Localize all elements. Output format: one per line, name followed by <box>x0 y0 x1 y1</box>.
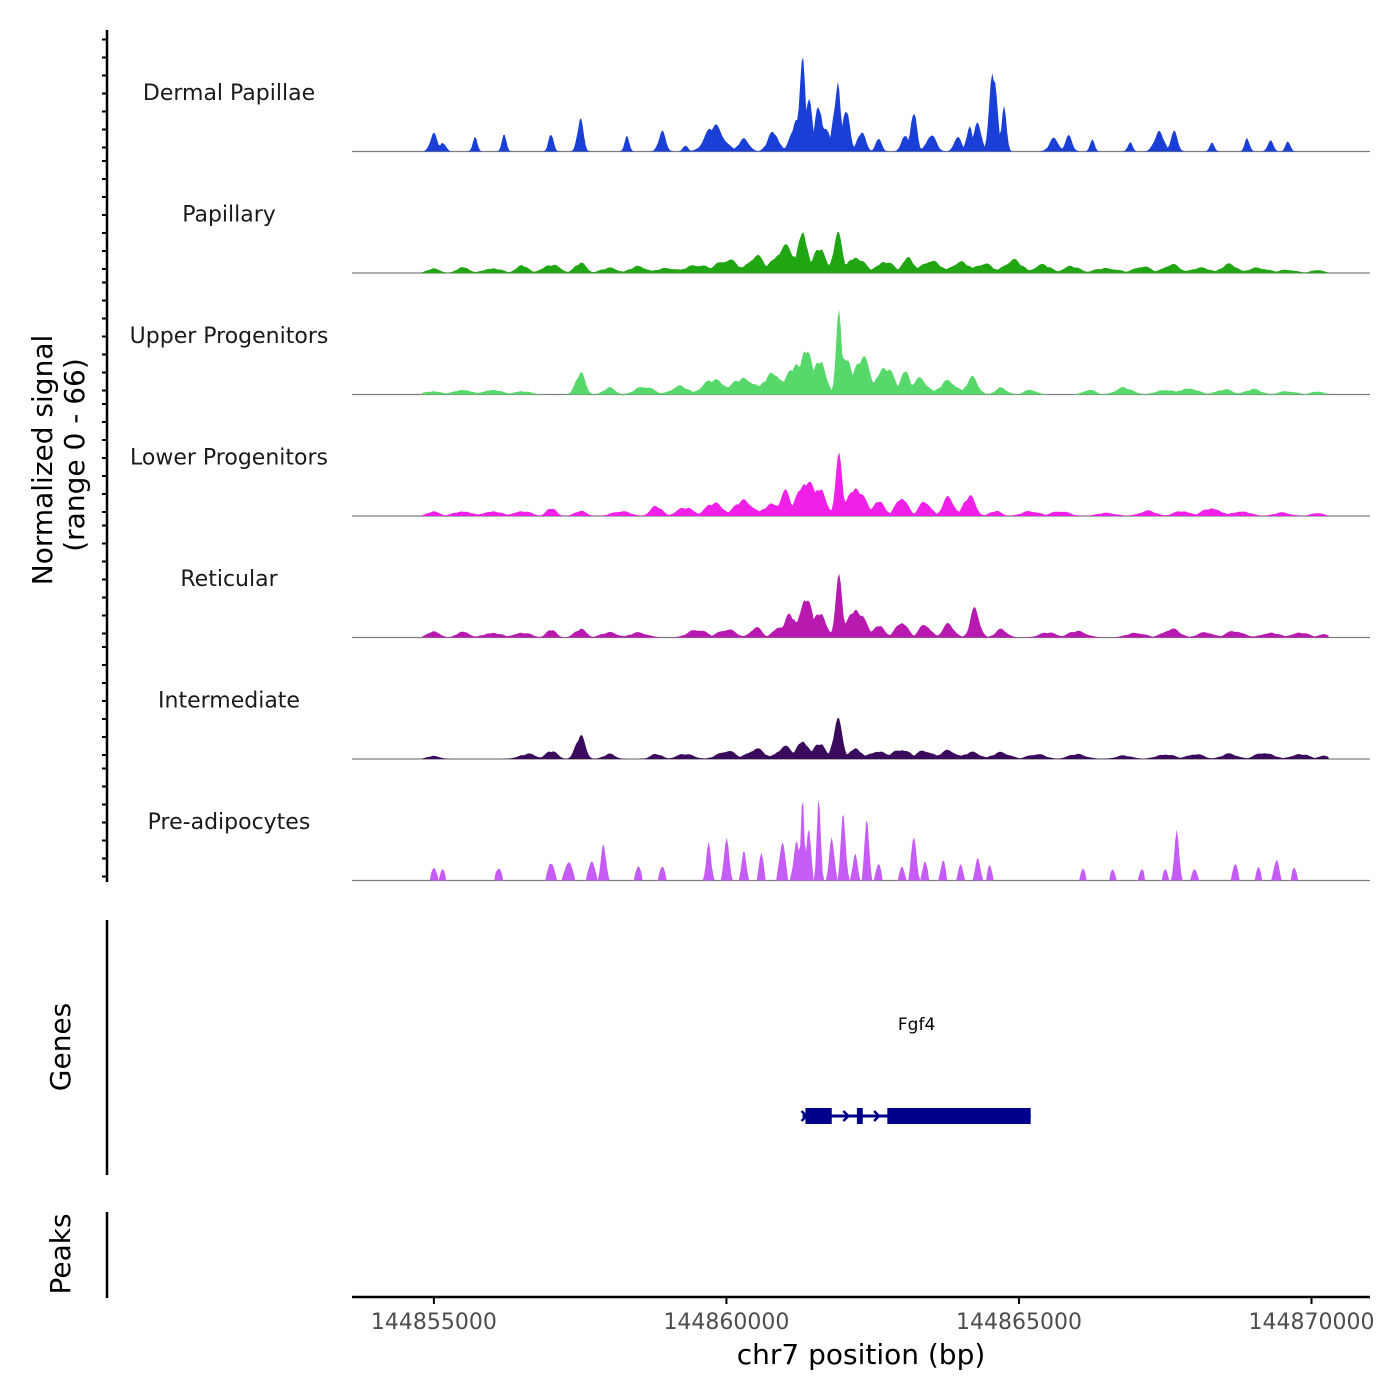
track-dermal-papillae: Dermal Papillae <box>143 57 1370 153</box>
gene-exon <box>887 1108 1031 1124</box>
track-intermediate: Intermediate <box>158 689 1370 760</box>
coverage-area <box>422 717 1329 759</box>
x-axis-ticks: 144855000 144860000 144865000 144870000 <box>371 1297 1375 1335</box>
track-label: Dermal Papillae <box>143 81 315 106</box>
track-papillary: Papillary <box>182 203 1370 274</box>
coverage-tracks: Dermal Papillae Papillary Upper Progenitor… <box>130 57 1370 882</box>
coverage-area <box>422 231 1329 273</box>
y-axis-title-range: (range 0 - 66) <box>58 358 91 552</box>
coverage-area <box>422 799 1329 881</box>
strand-arrow <box>873 1110 881 1122</box>
coverage-y-ticks <box>102 38 107 878</box>
y-axis-title: Normalized signal <box>26 335 59 586</box>
track-label: Papillary <box>182 203 276 228</box>
gene-exon <box>805 1108 832 1124</box>
x-tick-label: 144855000 <box>371 1310 497 1335</box>
coverage-area <box>422 573 1329 638</box>
track-label: Lower Progenitors <box>130 446 328 471</box>
x-tick-label: 144860000 <box>663 1310 789 1335</box>
strand-arrow <box>800 1110 809 1122</box>
x-tick-label: 144870000 <box>1249 1310 1375 1335</box>
track-label: Reticular <box>180 567 278 592</box>
peaks-panel-title: Peaks <box>44 1213 77 1294</box>
x-tick-label: 144865000 <box>956 1310 1082 1335</box>
gene-model <box>800 1108 1031 1124</box>
coverage-area <box>422 57 1329 152</box>
track-label: Intermediate <box>158 689 300 714</box>
coverage-area <box>422 309 1329 395</box>
track-upper-progenitors: Upper Progenitors <box>130 309 1370 396</box>
track-label: Upper Progenitors <box>130 324 329 349</box>
gene-exon <box>856 1108 863 1124</box>
genes-panel-title: Genes <box>44 1003 77 1091</box>
track-label: Pre-adipocytes <box>148 810 311 835</box>
track-pre-adipocytes: Pre-adipocytes <box>148 799 1370 882</box>
coverage-area <box>422 452 1329 516</box>
gene-label: Fgf4 <box>898 1015 935 1035</box>
track-lower-progenitors: Lower Progenitors <box>130 446 1370 517</box>
strand-arrow <box>842 1110 851 1122</box>
x-axis-title: chr7 position (bp) <box>737 1338 986 1371</box>
track-reticular: Reticular <box>180 567 1370 639</box>
